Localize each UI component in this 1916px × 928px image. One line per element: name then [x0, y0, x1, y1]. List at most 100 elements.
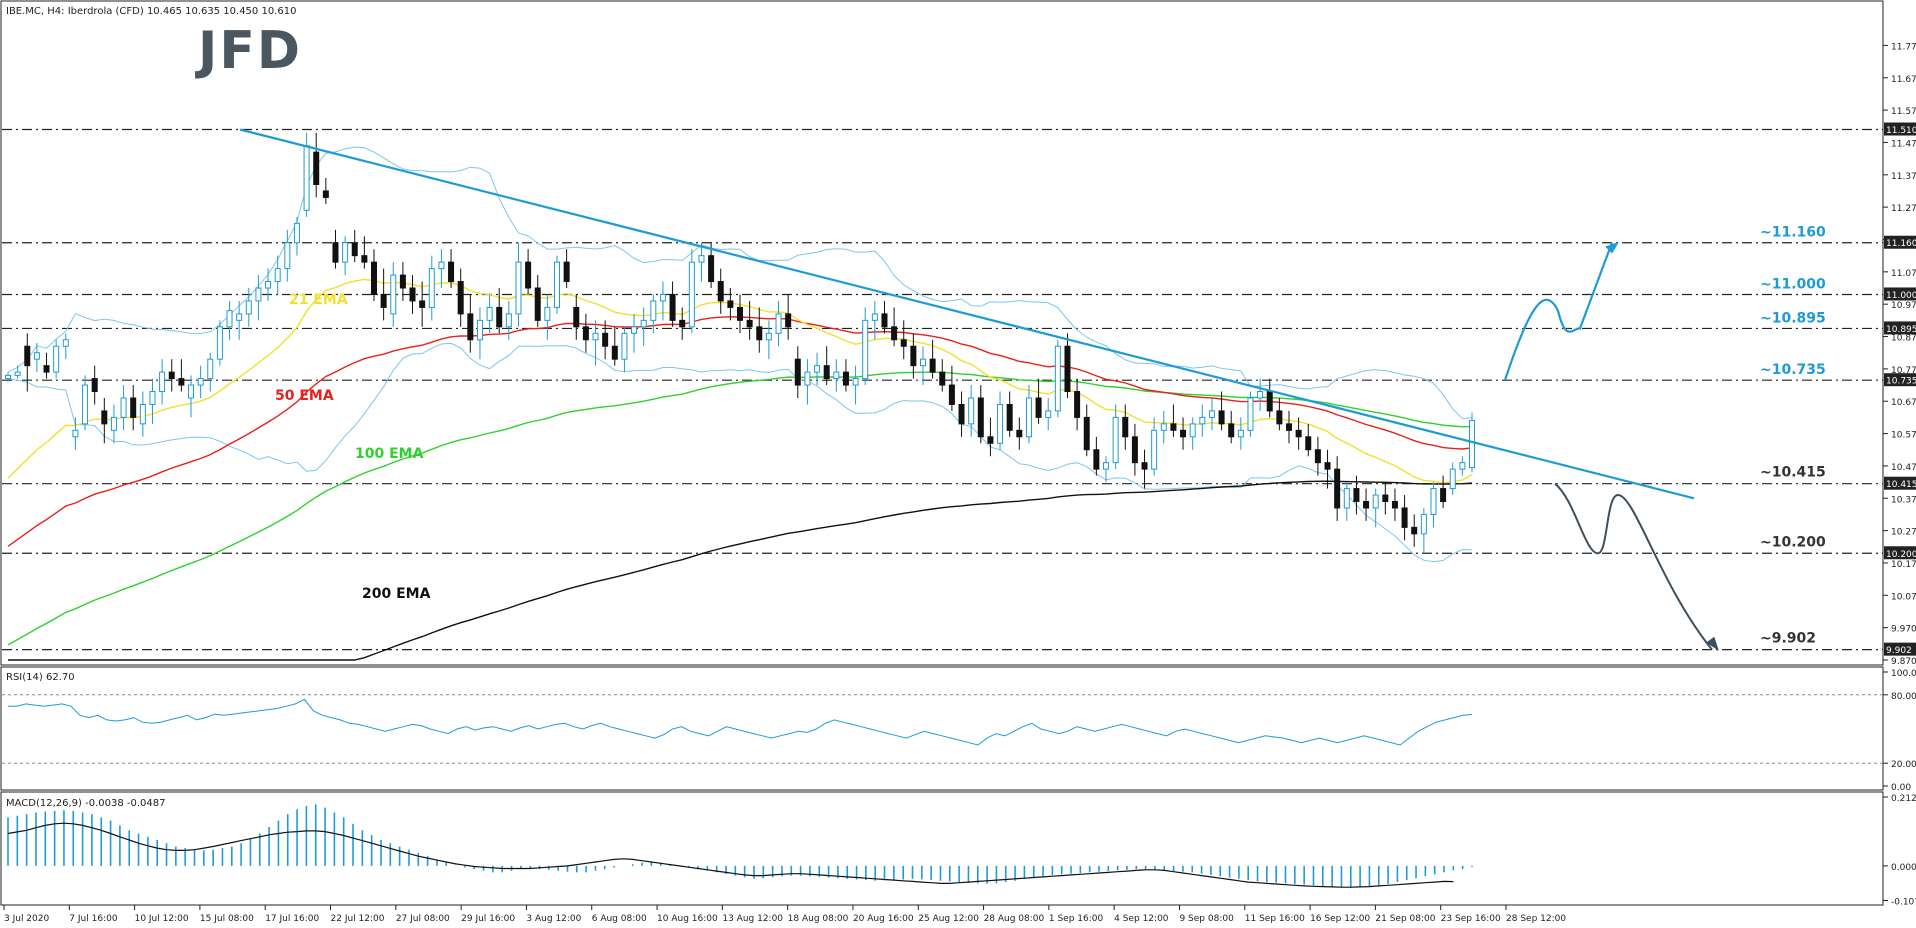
candle-body — [804, 371, 811, 386]
candle — [871, 300, 878, 340]
candle — [621, 326, 628, 373]
candle — [1016, 417, 1023, 450]
candle-body — [226, 310, 233, 328]
price-tick-label: 10.570 — [1891, 431, 1916, 441]
candle — [1334, 456, 1341, 521]
candle — [24, 333, 31, 392]
candle — [82, 375, 89, 431]
level-price-tag-label: 10.200 — [1886, 550, 1916, 560]
candle-body — [1295, 429, 1302, 438]
candle — [72, 417, 79, 450]
candle — [1353, 475, 1360, 515]
candle — [891, 307, 898, 347]
price-tick-label: 11.370 — [1891, 172, 1916, 182]
candle — [717, 268, 724, 314]
bollinger-upper — [7, 146, 1473, 420]
candle — [842, 359, 849, 392]
candle — [371, 249, 377, 301]
candle-body — [43, 365, 50, 373]
candle-body — [997, 403, 1004, 444]
candle — [1382, 482, 1389, 515]
candle-body — [833, 371, 840, 380]
candle — [1054, 339, 1061, 418]
candle — [1083, 404, 1090, 457]
candle — [1305, 423, 1312, 457]
candle-body — [534, 287, 541, 321]
candle — [1449, 462, 1456, 496]
candle-body — [1411, 526, 1418, 535]
candle-body — [1420, 513, 1427, 535]
candle-body — [814, 365, 821, 373]
time-tick-label: 3 Jul 2020 — [4, 914, 49, 924]
candle-body — [929, 358, 936, 373]
price-tick-label: 9.870 — [1891, 657, 1916, 667]
time-tick-label: 11 Sep 16:00 — [1245, 914, 1305, 924]
candle — [293, 216, 300, 256]
candle-body — [948, 384, 955, 405]
candle-body — [1449, 468, 1456, 490]
candle-body — [467, 313, 474, 341]
level-annotation: ~9.902 — [1760, 631, 1816, 647]
macd-title: MACD(12,26,9) -0.0038 -0.0487 — [6, 798, 166, 809]
candle-body — [1372, 494, 1379, 509]
candle — [592, 320, 599, 366]
candle — [727, 288, 734, 321]
candle — [881, 300, 888, 334]
bullish-arrowhead — [1605, 241, 1620, 254]
time-tick-label: 18 Aug 08:00 — [788, 914, 849, 924]
candle-body — [448, 261, 455, 283]
candle — [419, 281, 426, 327]
candle-body — [746, 319, 753, 328]
price-tick-label: 10.270 — [1891, 528, 1916, 538]
candle — [351, 229, 358, 263]
candle — [1228, 410, 1235, 444]
candle — [1391, 488, 1398, 521]
candle-body — [611, 345, 618, 360]
candle — [274, 255, 281, 295]
candle-body — [1237, 429, 1244, 438]
level-price-tag-label: 11.510 — [1886, 126, 1916, 136]
candle — [14, 365, 21, 379]
candle-body — [1122, 416, 1129, 438]
candle — [669, 281, 676, 327]
candle-body — [5, 374, 11, 380]
candle-body — [1469, 420, 1475, 469]
downtrend-line — [239, 128, 1695, 500]
time-tick-label: 1 Sep 16:00 — [1049, 914, 1104, 924]
candle-body — [505, 313, 512, 328]
candle — [737, 294, 743, 334]
candle-body — [659, 293, 666, 302]
candle — [534, 275, 541, 327]
candle — [1112, 404, 1119, 470]
time-tick-label: 15 Jul 08:00 — [200, 914, 254, 924]
candle — [1131, 423, 1138, 476]
candle — [910, 333, 917, 379]
candle-body — [1363, 501, 1370, 509]
candle-body — [419, 300, 426, 308]
candle — [226, 300, 233, 340]
candle — [428, 255, 435, 321]
candle — [1103, 456, 1109, 483]
candle-body — [669, 293, 676, 321]
candle-body — [987, 436, 994, 444]
candle — [525, 249, 532, 295]
candle — [515, 242, 522, 327]
candle-body — [1160, 423, 1167, 431]
ema-labels: 21 EMA 50 EMA 100 EMA 200 EMA — [275, 292, 431, 602]
time-tick-label: 28 Aug 08:00 — [984, 914, 1045, 924]
candle-body — [592, 332, 599, 341]
candle-body — [351, 242, 358, 257]
candle — [688, 249, 695, 334]
candle-body — [428, 268, 435, 308]
candlesticks — [5, 132, 1475, 554]
candle-body — [1401, 507, 1408, 528]
candle-body — [1054, 345, 1061, 412]
candle-body — [920, 358, 926, 367]
candle — [33, 343, 40, 373]
candle — [698, 242, 705, 282]
time-tick-label: 10 Aug 16:00 — [657, 914, 718, 924]
rsi-title: RSI(14) 62.70 — [6, 672, 75, 683]
time-tick-label: 20 Aug 16:00 — [853, 914, 914, 924]
candle-body — [1430, 488, 1437, 515]
candle — [361, 236, 368, 269]
